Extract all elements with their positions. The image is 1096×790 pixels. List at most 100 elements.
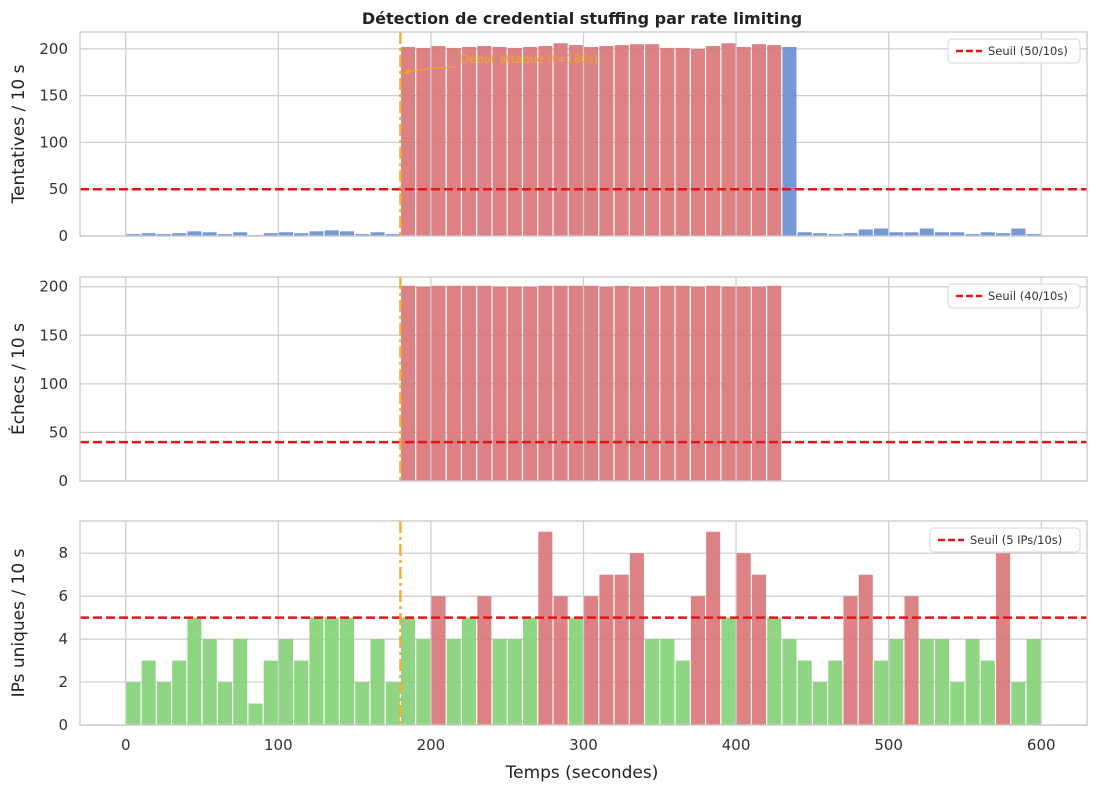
bar <box>462 285 477 481</box>
bar <box>584 285 599 481</box>
bar <box>797 660 812 725</box>
bar <box>904 596 919 725</box>
bar <box>324 617 339 725</box>
bar <box>538 46 553 236</box>
x-tick-label: 500 <box>874 736 903 754</box>
bar <box>645 639 660 725</box>
bar <box>584 596 599 725</box>
bar <box>1011 682 1026 725</box>
bar <box>568 617 583 725</box>
bar <box>767 617 782 725</box>
y-tick-label: 0 <box>58 227 68 245</box>
x-tick-label: 400 <box>722 736 751 754</box>
bar <box>477 46 492 236</box>
bar <box>690 596 705 725</box>
bar <box>416 286 431 481</box>
bar <box>812 233 828 236</box>
legend-box <box>929 527 1081 553</box>
bar <box>645 286 660 481</box>
bar <box>355 234 370 236</box>
bar <box>767 285 782 481</box>
x-tick-label: 200 <box>417 736 446 754</box>
bar <box>706 531 721 725</box>
bar <box>858 574 873 725</box>
bar <box>873 228 889 236</box>
y-tick-label: 150 <box>39 87 68 105</box>
bar <box>233 639 248 725</box>
bar <box>584 46 599 237</box>
chart-title: Détection de credential stuffing par rat… <box>362 9 802 28</box>
bar <box>706 285 721 481</box>
bar <box>217 234 232 236</box>
y-tick-label: 2 <box>58 673 68 691</box>
bar <box>675 47 690 236</box>
bar <box>828 234 843 236</box>
bar <box>996 553 1011 725</box>
bar <box>523 46 538 237</box>
bar <box>889 232 904 236</box>
legend-label: Seuil (50/10s) <box>988 44 1068 58</box>
bar <box>523 286 538 481</box>
bar <box>736 553 751 725</box>
y-tick-label: 100 <box>39 375 68 393</box>
bar <box>309 617 324 725</box>
bar <box>690 286 705 481</box>
bar <box>553 285 568 481</box>
legend-label: Seuil (5 IPs/10s) <box>970 533 1062 547</box>
bar <box>431 285 446 481</box>
bar <box>614 574 629 725</box>
bar <box>721 617 736 725</box>
bar <box>263 660 278 725</box>
bar <box>446 285 461 481</box>
panel-3: 0 2 4 6 8 Seuil (5 IPs/10s) IPs uniques / 10 s… <box>9 520 1088 754</box>
y-tick-label: 50 <box>49 423 68 441</box>
bar <box>996 233 1011 236</box>
bar <box>309 231 324 236</box>
y-tick-label: 200 <box>39 278 68 296</box>
legend-label: Seuil (40/10s) <box>988 289 1068 303</box>
bar <box>431 46 446 236</box>
bar <box>339 231 355 236</box>
bar <box>355 682 370 725</box>
bar <box>751 286 766 481</box>
y-tick-label: 0 <box>58 716 68 734</box>
bar <box>599 574 614 725</box>
bar <box>202 639 217 725</box>
bar <box>736 286 751 481</box>
bar <box>614 285 629 481</box>
bar <box>233 232 248 236</box>
bar <box>507 286 522 481</box>
bar <box>935 639 950 725</box>
bar <box>172 233 187 236</box>
bar <box>797 232 812 236</box>
x-tick-label: 0 <box>121 736 131 754</box>
bar <box>721 43 736 237</box>
bar <box>492 639 507 725</box>
bar <box>278 639 294 725</box>
bar <box>889 639 904 725</box>
bar <box>370 639 385 725</box>
bar <box>507 639 522 725</box>
bar <box>126 682 141 725</box>
bar <box>141 233 156 236</box>
bar <box>324 230 339 236</box>
bar <box>217 682 232 725</box>
bar <box>401 46 416 237</box>
bar <box>401 285 416 481</box>
bar <box>477 596 492 725</box>
bar <box>401 617 416 725</box>
bar <box>629 286 644 481</box>
bar <box>736 46 751 237</box>
y-axis-label: IPs uniques / 10 s <box>9 548 29 697</box>
bar <box>553 43 568 237</box>
legend: Seuil (5 IPs/10s) <box>929 527 1081 553</box>
y-tick-label: 200 <box>39 40 68 58</box>
bar <box>721 286 736 481</box>
bar <box>935 232 950 236</box>
y-tick-label: 8 <box>58 544 68 562</box>
bar <box>492 286 507 481</box>
bar <box>263 233 278 236</box>
bar <box>690 48 705 236</box>
